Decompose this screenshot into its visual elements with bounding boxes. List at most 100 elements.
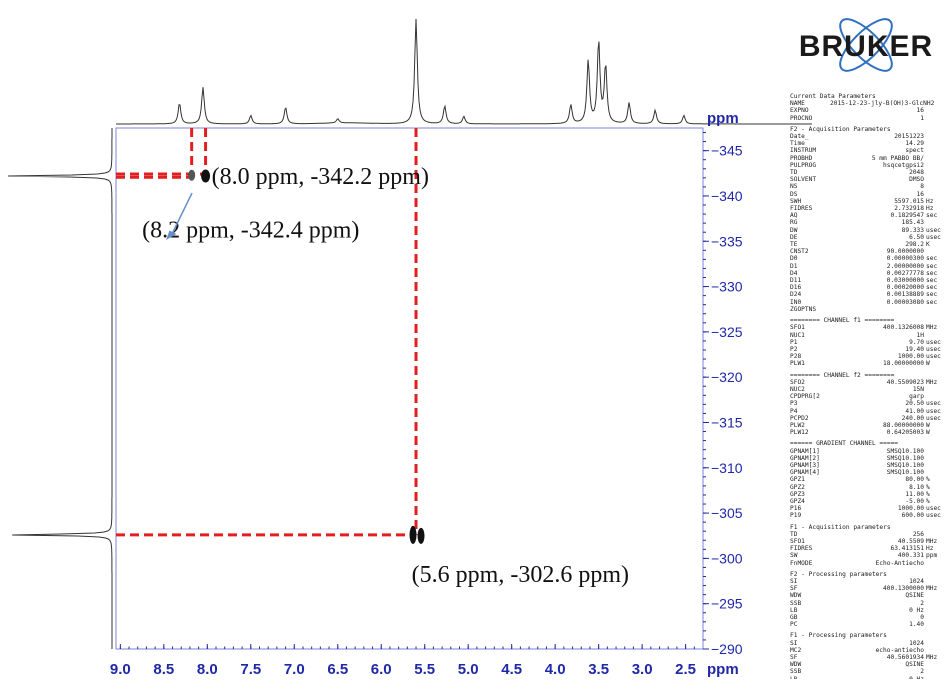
param-row: GPZ3 11.00% [790, 491, 944, 498]
param-block: ====== GRADIENT CHANNEL ===== GPNAM[1] SMS… [790, 440, 944, 519]
param-value: 14.29 [905, 140, 924, 148]
param-key: P19 [790, 512, 802, 520]
param-key: GPNAM[3] [790, 461, 820, 469]
param-value: 90.0000000 [886, 248, 924, 256]
param-row: TE 298.2 K [790, 241, 944, 248]
param-unit [936, 100, 944, 107]
param-key: D16 [790, 284, 802, 292]
param-unit [926, 560, 944, 567]
param-unit: sec [926, 298, 938, 306]
param-key: SF [790, 585, 798, 593]
param-unit [926, 647, 944, 654]
param-row: GPNAM[4] SMSQ10.100 [790, 469, 944, 476]
param-row: SSB 2 [790, 668, 944, 675]
param-value: QSINE [905, 592, 924, 600]
param-row: FIDRES 63.413151 Hz [790, 545, 944, 552]
param-unit [926, 607, 944, 614]
param-key: CPDPRG[2 [790, 393, 820, 401]
param-unit [926, 191, 944, 198]
param-key: NAME [790, 100, 805, 108]
param-key: LB [790, 676, 830, 679]
x-tick-label: 5.0 [458, 661, 479, 678]
param-key: WDW [790, 661, 802, 669]
param-row: GPNAM[1] SMSQ10.100 [790, 448, 944, 455]
param-unit: usec [926, 345, 941, 353]
param-unit [926, 183, 944, 190]
x-tick-label: 7.5 [240, 661, 261, 678]
param-row: DW 89.333 usec [790, 227, 944, 234]
param-key: Time [790, 140, 805, 148]
param-row: SWH 5597.015 Hz [790, 198, 944, 205]
param-value: 1H [916, 331, 924, 339]
param-value: 80.00 [905, 476, 924, 484]
param-unit [926, 668, 944, 675]
param-unit: % [926, 483, 930, 491]
f1-projection-spectrum [8, 128, 113, 649]
param-row: NUC2 15N [790, 386, 944, 393]
param-row: SFO1 400.1326008 MHz [790, 324, 944, 331]
param-value: 18.00000000 [883, 360, 924, 368]
cross-peak [188, 169, 196, 181]
param-value: 2 [920, 668, 924, 676]
y-tick-label: −305 [711, 505, 743, 521]
param-unit [926, 332, 944, 339]
param-unit [926, 176, 944, 183]
param-row: ZGOPTNS [790, 306, 944, 313]
param-row: TD 256 [790, 531, 944, 538]
param-row: PLW1 18.00000000 W [790, 360, 944, 367]
param-value: SMSQ10.100 [886, 447, 924, 455]
param-value: 16 [916, 190, 924, 198]
param-row: GB 0 [790, 614, 944, 621]
param-unit: sec [926, 291, 938, 299]
y-tick-label: −290 [711, 641, 743, 657]
param-row: GPZ1 80.00% [790, 476, 944, 483]
param-value: 1 [920, 114, 924, 122]
param-unit [926, 661, 944, 668]
y-tick-label: −340 [711, 188, 743, 204]
param-row: D16 0.00020000 sec [790, 284, 944, 291]
param-row: WDW QSINE [790, 661, 944, 668]
param-block-title: ======== CHANNEL f2 ======== [790, 371, 895, 379]
param-key: P28 [790, 353, 802, 361]
param-key: PLW1 [790, 360, 805, 368]
x-tick-label: 4.0 [545, 661, 566, 678]
param-value: SMSQ10.100 [886, 454, 924, 462]
param-unit [926, 640, 944, 647]
param-key: LB [790, 606, 798, 614]
param-key: SSB [790, 668, 802, 676]
param-value: Echo-Antiecho [875, 559, 924, 567]
param-block-title: ======== CHANNEL f1 ======== [790, 317, 895, 325]
param-block: F2 - Acquisition Parameters Date_ 20151223… [790, 126, 944, 313]
param-value: echo-antiecho [875, 646, 924, 654]
param-value: 40.5509 [897, 537, 924, 545]
param-row: D24 0.00138889 sec [790, 291, 944, 298]
param-unit [926, 115, 944, 122]
y-tick-label: −310 [711, 460, 743, 476]
param-value: 5 mm PABBO BB/ [871, 154, 924, 162]
param-key: SFO2 [790, 378, 805, 386]
param-row: GPZ2 8.10% [790, 484, 944, 491]
param-unit [926, 578, 944, 585]
param-row: P16 1000.00 usec [790, 505, 944, 512]
param-row: P3 20.50 usec [790, 400, 944, 407]
param-unit [926, 155, 944, 162]
param-row: P2 19.40 usec [790, 346, 944, 353]
param-value: 0 [920, 614, 924, 622]
param-unit: % [926, 497, 930, 505]
param-key: SWH [790, 197, 802, 205]
peak-annotation: (8.2 ppm, -342.4 ppm) [142, 217, 359, 243]
param-row: P1 9.70 usec [790, 339, 944, 346]
param-row: EXPNO 16 [790, 107, 944, 114]
param-value: 40.5601934 [886, 654, 924, 662]
y-tick-label: −315 [711, 414, 743, 430]
param-value: 400.1326008 [883, 324, 924, 332]
param-key: GPZ4 [790, 497, 805, 505]
param-row: INSTRUM spect [790, 147, 944, 154]
y-tick-label: −320 [711, 369, 743, 385]
param-key: FIDRES [790, 205, 813, 213]
y-axis-ticks: −345 −340 −335 −330 −325 −320 −315 −310 −305 −300… [703, 132, 743, 657]
param-row: DS 16 [790, 191, 944, 198]
param-row: GPNAM[3] SMSQ10.100 [790, 462, 944, 469]
param-value: 2015-12-23-jly-B(OH)3-GlcNH2 [830, 100, 935, 108]
